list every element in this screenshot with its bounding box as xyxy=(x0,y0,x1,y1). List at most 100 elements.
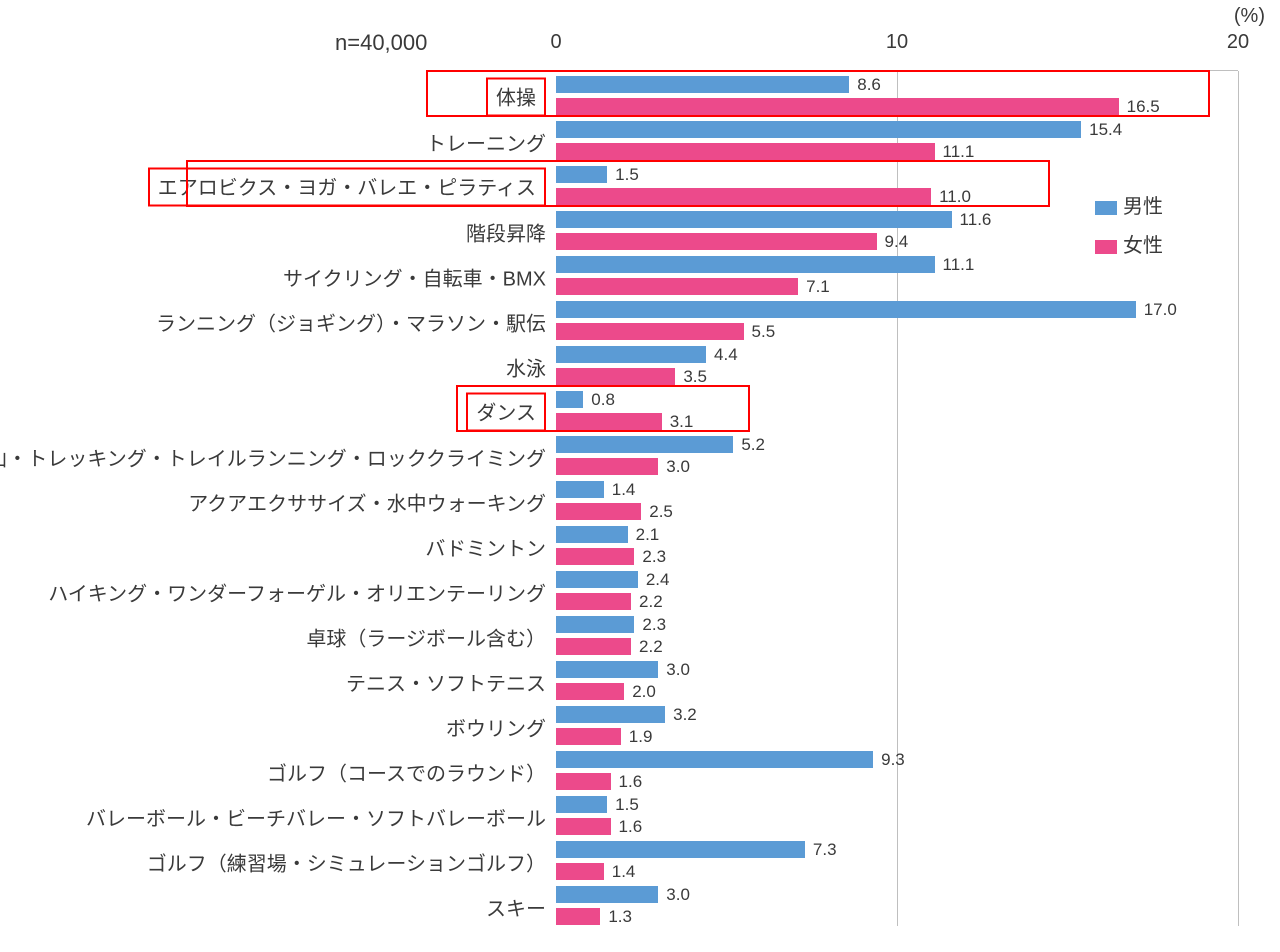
category-label: ゴルフ（練習場・シミュレーションゴルフ） xyxy=(147,847,546,876)
bar-value-label: 17.0 xyxy=(1144,300,1177,320)
bar-value-label: 1.6 xyxy=(619,772,643,792)
bar-value-label: 5.2 xyxy=(741,435,765,455)
chart-container: n=40,000 (%) 0 10 20 体操 8.6 16.5 トレーニング 15.4 11.… xyxy=(0,0,1280,952)
category-label: ハイキング・ワンダーフォーゲル・オリエンテーリング xyxy=(48,577,546,606)
bar-value-label: 3.1 xyxy=(670,412,694,432)
chart-row: ボウリング3.21.9 xyxy=(556,704,1238,749)
chart-row: トレーニング15.411.1 xyxy=(556,119,1238,164)
chart-row: ゴルフ（練習場・シミュレーションゴルフ）7.31.4 xyxy=(556,839,1238,884)
bar-value-label: 2.4 xyxy=(646,570,670,590)
chart-row: ゴルフ（コースでのラウンド）9.31.6 xyxy=(556,749,1238,794)
chart-row: 体操8.616.5 xyxy=(556,74,1238,119)
x-axis-tick: 20 xyxy=(1227,31,1249,54)
category-label: ゴルフ（コースでのラウンド） xyxy=(267,757,546,786)
bar-value-label: 3.0 xyxy=(666,885,690,905)
bar-female xyxy=(556,818,611,835)
bar-value-label: 1.4 xyxy=(612,480,636,500)
bar-value-label: 8.6 xyxy=(857,75,881,95)
chart-row: バレーボール・ビーチバレー・ソフトバレーボール1.51.6 xyxy=(556,794,1238,839)
bar-female xyxy=(556,98,1119,115)
bar-female xyxy=(556,188,931,205)
legend-swatch xyxy=(1095,201,1117,215)
bar-value-label: 3.0 xyxy=(666,660,690,680)
category-label: 階段昇降 xyxy=(466,217,546,246)
bar-female xyxy=(556,638,631,655)
bar-value-label: 2.3 xyxy=(642,615,666,635)
y-axis-unit: (%) xyxy=(1234,5,1265,28)
category-label: 登山・トレッキング・トレイルランニング・ロッククライミング xyxy=(0,442,546,471)
bar-value-label: 0.8 xyxy=(591,390,615,410)
chart-row: ダンス0.83.1 xyxy=(556,389,1238,434)
legend-swatch xyxy=(1095,240,1117,254)
category-label: バドミントン xyxy=(425,532,546,561)
bar-value-label: 11.0 xyxy=(939,187,971,207)
bar-value-label: 4.4 xyxy=(714,345,738,365)
bar-female xyxy=(556,323,744,340)
bar-male xyxy=(556,571,638,588)
bar-value-label: 1.9 xyxy=(629,727,653,747)
bar-male xyxy=(556,436,733,453)
bar-male xyxy=(556,661,658,678)
x-axis-tick: 10 xyxy=(886,31,908,54)
category-label: 体操 xyxy=(486,77,546,116)
legend: 男性女性 xyxy=(1095,190,1163,268)
bar-female xyxy=(556,368,675,385)
bar-value-label: 1.6 xyxy=(619,817,643,837)
bar-female xyxy=(556,503,641,520)
bar-value-label: 1.5 xyxy=(615,795,639,815)
bar-value-label: 7.3 xyxy=(813,840,837,860)
bar-value-label: 1.3 xyxy=(608,907,632,927)
sample-size-label: n=40,000 xyxy=(335,30,427,56)
chart-row: テニス・ソフトテニス3.02.0 xyxy=(556,659,1238,704)
bar-value-label: 11.1 xyxy=(943,142,975,162)
chart-row: ハイキング・ワンダーフォーゲル・オリエンテーリング2.42.2 xyxy=(556,569,1238,614)
bar-value-label: 2.3 xyxy=(642,547,666,567)
bar-male xyxy=(556,346,706,363)
bar-male xyxy=(556,841,805,858)
x-axis-tick: 0 xyxy=(550,31,561,54)
bar-female xyxy=(556,143,935,160)
bar-value-label: 11.1 xyxy=(943,255,975,275)
bar-male xyxy=(556,76,849,93)
bar-male xyxy=(556,391,583,408)
bar-female xyxy=(556,458,658,475)
category-label: トレーニング xyxy=(426,127,546,156)
bar-male xyxy=(556,751,873,768)
category-label: アクアエクササイズ・水中ウォーキング xyxy=(188,487,546,516)
bar-male xyxy=(556,796,607,813)
bar-value-label: 1.5 xyxy=(615,165,639,185)
category-label: バレーボール・ビーチバレー・ソフトバレーボール xyxy=(86,802,546,831)
chart-row: アクアエクササイズ・水中ウォーキング1.42.5 xyxy=(556,479,1238,524)
bar-value-label: 15.4 xyxy=(1089,120,1122,140)
bar-male xyxy=(556,211,952,228)
bar-value-label: 7.1 xyxy=(806,277,830,297)
bar-value-label: 3.0 xyxy=(666,457,690,477)
chart-row: 卓球（ラージボール含む）2.32.2 xyxy=(556,614,1238,659)
bar-value-label: 3.5 xyxy=(683,367,707,387)
chart-row: バドミントン2.12.3 xyxy=(556,524,1238,569)
category-label: エアロビクス・ヨガ・バレエ・ピラティス xyxy=(148,167,546,206)
bar-female xyxy=(556,863,604,880)
legend-item: 男性 xyxy=(1095,190,1163,219)
category-label: テニス・ソフトテニス xyxy=(346,667,546,696)
bar-female xyxy=(556,683,624,700)
bar-female xyxy=(556,233,877,250)
bar-female xyxy=(556,548,634,565)
bar-female xyxy=(556,593,631,610)
bar-value-label: 9.4 xyxy=(885,232,909,252)
bar-value-label: 3.2 xyxy=(673,705,697,725)
category-label: 水泳 xyxy=(506,352,546,381)
bar-male xyxy=(556,166,607,183)
legend-label: 男性 xyxy=(1123,196,1163,218)
bar-value-label: 9.3 xyxy=(881,750,905,770)
bar-value-label: 16.5 xyxy=(1127,97,1160,117)
category-label: ランニング（ジョギング）・マラソン・駅伝 xyxy=(156,307,546,336)
legend-label: 女性 xyxy=(1123,235,1163,257)
bar-value-label: 1.4 xyxy=(612,862,636,882)
category-label: ボウリング xyxy=(446,712,546,741)
bar-male xyxy=(556,256,935,273)
bar-female xyxy=(556,278,798,295)
bar-value-label: 2.0 xyxy=(632,682,656,702)
chart-row: スキー3.01.3 xyxy=(556,884,1238,929)
bar-male xyxy=(556,121,1081,138)
